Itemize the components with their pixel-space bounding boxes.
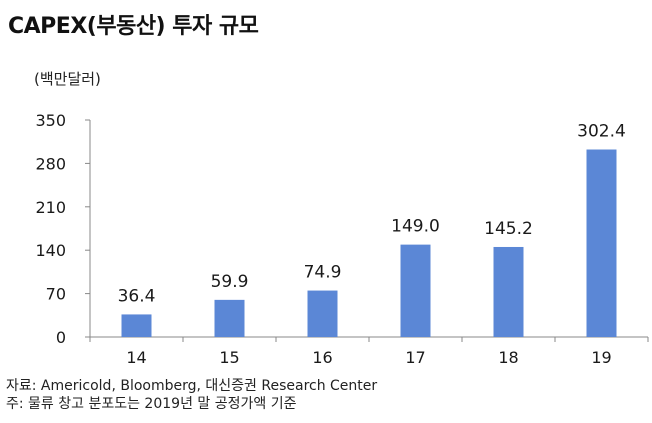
data-label: 149.0 xyxy=(391,217,440,237)
x-tick-label: 19 xyxy=(591,348,611,367)
bar xyxy=(214,299,245,337)
x-tick-label: 16 xyxy=(312,348,332,367)
footnote: 주: 물류 창고 분포도는 2019년 말 공정가액 기준 xyxy=(6,396,297,412)
y-tick-label: 350 xyxy=(35,111,66,130)
bar xyxy=(493,246,524,337)
y-tick-label: 0 xyxy=(56,328,66,347)
y-tick-label: 70 xyxy=(46,285,66,304)
y-tick-label: 140 xyxy=(35,241,66,260)
y-axis-unit-label: (백만달러) xyxy=(34,70,101,88)
x-tick-label: 17 xyxy=(405,348,425,367)
y-tick-label: 280 xyxy=(35,154,66,173)
x-tick-label: 14 xyxy=(126,348,146,367)
bar xyxy=(121,314,152,337)
bar xyxy=(307,290,338,337)
chart-title: CAPEX(부동산) 투자 규모 xyxy=(8,14,259,39)
x-tick-label: 15 xyxy=(219,348,239,367)
data-label: 302.4 xyxy=(577,122,626,142)
source-note: 자료: Americold, Bloomberg, 대신증권 Research … xyxy=(6,378,378,394)
chart-notes: 자료: Americold, Bloomberg, 대신증권 Research … xyxy=(6,377,377,413)
y-tick-label: 210 xyxy=(35,198,66,217)
data-label: 74.9 xyxy=(304,263,342,283)
x-tick-label: 18 xyxy=(498,348,518,367)
data-label: 59.9 xyxy=(211,272,249,292)
data-label: 36.4 xyxy=(118,286,156,306)
bar xyxy=(400,244,431,337)
bar xyxy=(586,149,617,337)
data-label: 145.2 xyxy=(484,219,533,239)
